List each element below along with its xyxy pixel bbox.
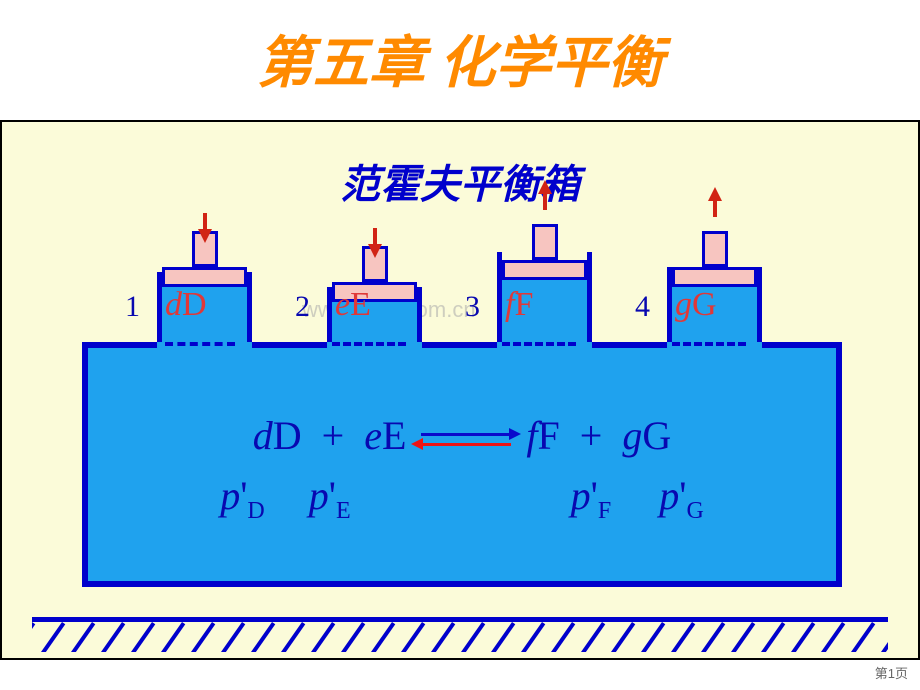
page-number: 第1页 [875, 663, 908, 682]
piston-label: dD [165, 286, 207, 324]
equilibrium-box: dD + eEfF + gG p'Dp'Ep'Fp'G [82, 342, 842, 587]
equation-line-2: p'Dp'Ep'Fp'G [82, 472, 842, 525]
piston-1: 1dD [157, 212, 252, 342]
piston-number: 2 [295, 290, 310, 324]
piston-2: 2eE [327, 212, 422, 342]
piston-3: 3fF [497, 212, 592, 342]
page-number-text: 第1页 [875, 666, 908, 681]
pistons-row: 1dD2eE3fF4gG [112, 212, 812, 342]
piston-label: fF [505, 286, 533, 324]
equation-line-1: dD + eEfF + gG [82, 412, 842, 459]
box-border [82, 342, 842, 587]
page-title: 第五章 化学平衡 [0, 0, 920, 99]
diagram-container: 范霍夫平衡箱 www.zixin.com.cn 1dD2eE3fF4gG dD … [0, 120, 920, 660]
piston-number: 3 [465, 290, 480, 324]
piston-label: gG [675, 286, 717, 324]
piston-number: 1 [125, 290, 140, 324]
piston-label: eE [335, 286, 371, 324]
piston-number: 4 [635, 290, 650, 324]
ground-hatching [32, 622, 888, 652]
diagram-subtitle: 范霍夫平衡箱 [2, 122, 918, 210]
title-text: 第五章 化学平衡 [257, 33, 663, 95]
piston-4: 4gG [667, 212, 762, 342]
